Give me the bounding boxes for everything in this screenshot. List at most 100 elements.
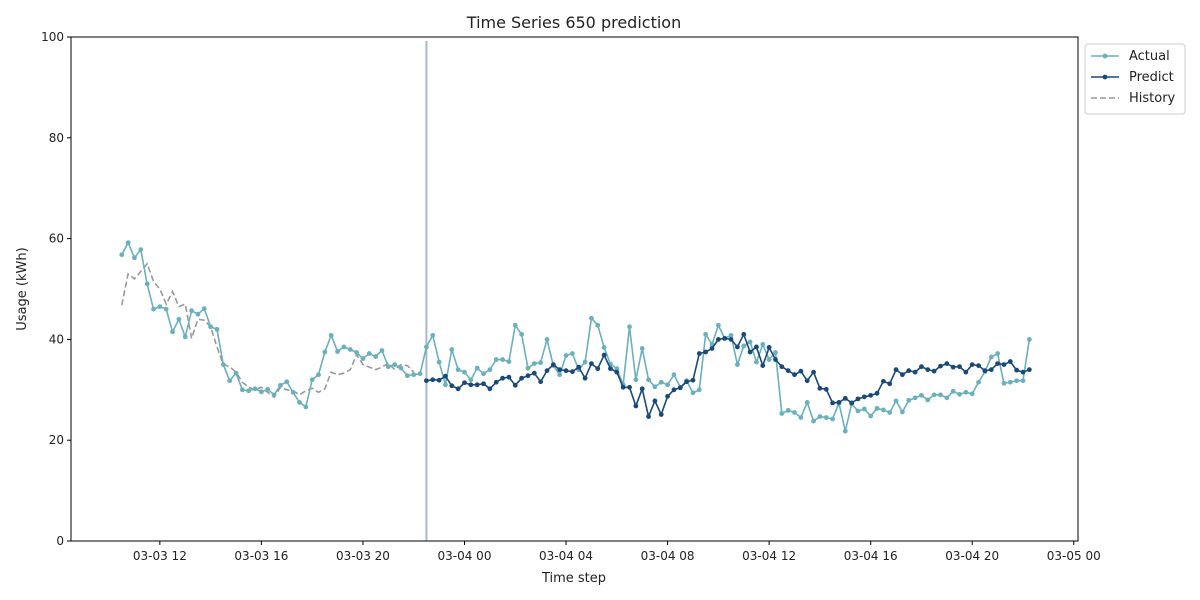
actual-point [614,366,620,372]
predict-point [988,367,994,373]
predict-point [538,379,544,385]
actual-point [811,418,816,424]
predict-point [436,377,442,383]
actual-point [842,428,848,434]
legend-predict-label: Predict [1129,70,1174,85]
y-axis-label: Usage (kWh) [15,247,30,330]
actual-point [132,255,137,261]
actual-point [430,332,436,338]
actual-point [582,359,588,365]
plot-frame [70,36,1079,542]
predict-point [430,377,436,383]
actual-point [119,252,125,258]
actual-point [373,354,379,359]
predict-point [842,395,848,401]
actual-point [589,315,594,321]
actual-point [449,347,455,352]
actual-point [944,395,950,401]
predict-point [646,414,651,419]
actual-point [360,356,366,361]
x-tick-label: 03-03 20 [336,549,390,563]
predict-point [1020,369,1026,375]
actual-point [646,377,651,383]
actual-point [880,407,886,413]
actual-point [900,409,905,415]
actual-point [233,370,239,376]
actual-point [861,406,867,412]
predict-point [557,367,563,373]
predict-point [887,381,893,387]
predict-point [709,346,715,351]
actual-point [271,392,277,398]
actual-point [735,362,740,367]
actual-point [747,339,753,345]
predict-point [944,361,950,366]
predict-point [462,380,467,386]
predict-point [614,369,620,375]
actual-point [950,388,956,394]
predict-point [658,412,664,417]
predict-point [500,375,505,381]
predict-point [950,364,956,370]
predict-point [652,398,658,404]
actual-point [468,377,474,383]
actual-point [170,329,175,335]
actual-point [411,372,417,378]
x-tick-label: 03-03 12 [133,549,187,563]
actual-point [817,414,823,419]
predict-point [424,378,429,384]
predict-point [995,361,1001,366]
x-axis-label: Time step [541,571,606,586]
predict-point [938,363,943,369]
predict-point [735,344,740,350]
legend-actual-marker [1102,53,1108,59]
predict-point [931,368,937,374]
actual-point [544,337,550,342]
actual-point [138,247,144,253]
predict-point [468,382,474,388]
actual-point [354,350,359,355]
x-tick-label: 03-04 12 [742,549,796,563]
actual-point [887,410,893,415]
predict-point [906,368,912,374]
actual-point [652,384,658,390]
actual-point [157,304,163,310]
predict-point [804,378,810,384]
predict-point [525,373,531,379]
actual-point [309,377,315,383]
actual-point [671,372,677,378]
predict-point [481,381,486,387]
actual-point [804,400,810,405]
predict-point [785,368,791,374]
actual-point [531,361,537,366]
predict-point [912,369,918,375]
actual-point [728,332,734,338]
predict-point [919,364,924,370]
predict-point [608,366,613,372]
actual-point [639,346,645,351]
actual-point [335,349,340,354]
predict-point [766,345,772,350]
actual-point [760,342,766,347]
predict-point [773,357,778,362]
actual-point [696,387,702,393]
predict-point [982,368,988,374]
predict-point [1026,367,1032,373]
predict-point [976,363,981,369]
actual-point [703,331,709,337]
x-tick-label: 03-03 16 [234,549,288,563]
actual-point [195,311,201,317]
predict-point [449,383,455,389]
predict-point [589,361,594,366]
predict-point [722,335,728,341]
y-tick-label: 0 [56,534,64,548]
actual-point [239,387,245,393]
actual-point [214,326,220,332]
actual-point [328,332,334,338]
legend-history-label: History [1129,91,1176,106]
actual-point [481,371,486,377]
actual-point [297,400,302,405]
predict-point [728,337,734,342]
actual-point [417,371,423,377]
actual-point [715,322,721,328]
